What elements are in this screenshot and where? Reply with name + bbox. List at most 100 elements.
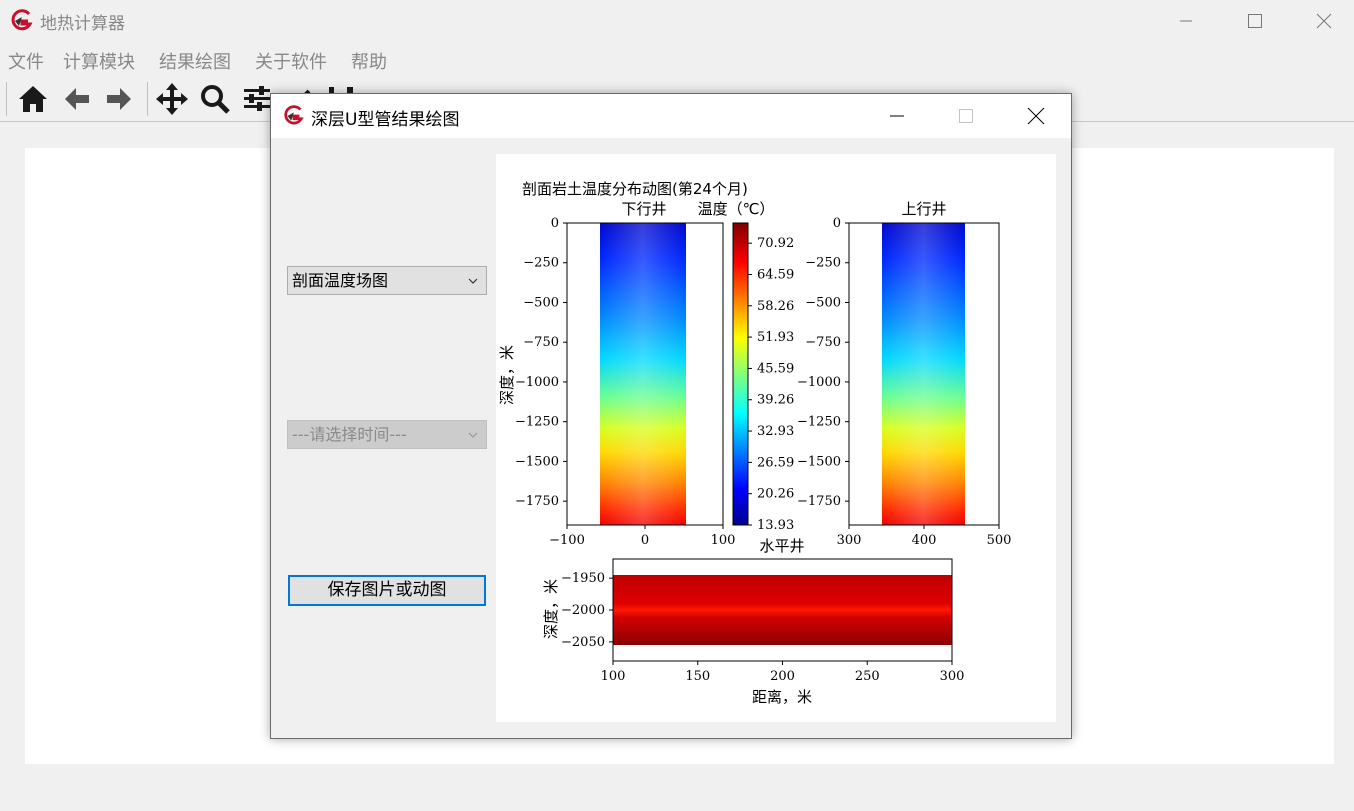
chevron-down-icon [468, 278, 478, 284]
horizontal-well-heatmap [613, 575, 952, 645]
upwell-ytick-label: −500 [805, 295, 841, 310]
downwell-ytick-label: −750 [523, 335, 559, 350]
dialog-maximize-button[interactable] [932, 94, 1000, 138]
downwell-xtick-label: 100 [711, 533, 736, 548]
plot-type-value: 剖面温度场图 [292, 271, 389, 290]
close-icon [1316, 13, 1332, 29]
minimize-icon [890, 115, 904, 117]
horizontal-well-ytick-label: −2000 [561, 603, 605, 618]
horizontal-well-xtick-label: 300 [940, 669, 965, 684]
app-logo-icon [11, 9, 33, 31]
downwell-ytick-label: −250 [523, 256, 559, 271]
menu-plot[interactable]: 结果绘图 [159, 52, 231, 73]
upwell-title: 上行井 [901, 200, 946, 218]
dialog-titlebar: 深层U型管结果绘图 [271, 94, 1071, 138]
downwell-ytick-label: −1250 [515, 415, 559, 430]
horizontal-well-xtick-label: 200 [770, 669, 795, 684]
plot-panel: 剖面岩土温度分布动图(第24个月) 下行井 温度（℃） 上行井 水平井 0 −25… [496, 154, 1056, 722]
time-select[interactable]: ---请选择时间--- [287, 420, 487, 449]
colorbar-tick-label: 58.26 [757, 299, 794, 314]
upwell-x-ticks: 300 400 500 [837, 525, 1012, 548]
configure-subplots-icon [244, 86, 270, 111]
chart-suptitle: 剖面岩土温度分布动图(第24个月) [522, 180, 748, 198]
home-button[interactable] [14, 80, 52, 118]
downwell-y-ticks: 0 −250 −500 −750 −1000 −1250 −1500 −1750 [515, 216, 567, 509]
horizontal-well-xtick-label: 150 [685, 669, 710, 684]
horizontal-well-x-ticks: 100 150 200 250 300 [601, 661, 965, 684]
downwell-ytick-label: −1500 [515, 454, 559, 469]
toolbar-separator [6, 82, 7, 116]
downwell-title: 下行井 [621, 200, 666, 218]
colorbar-tick-label: 51.93 [757, 330, 794, 345]
upwell-ytick-label: −1250 [797, 415, 841, 430]
menu-file[interactable]: 文件 [8, 52, 44, 73]
horizontal-well-y-ticks: −1950 −2000 −2050 [561, 571, 613, 650]
pan-icon [156, 83, 188, 115]
time-select-placeholder: ---请选择时间--- [292, 425, 407, 444]
forward-button[interactable] [100, 80, 138, 118]
zoom-button[interactable] [196, 80, 234, 118]
maximize-icon [1248, 14, 1262, 28]
menu-about[interactable]: 关于软件 [255, 52, 327, 73]
downwell-xtick-label: 0 [641, 533, 649, 548]
plot-dialog: 深层U型管结果绘图 剖面温度场图 ---请选择时间--- 保存图片或动图 [270, 93, 1072, 739]
maximize-button[interactable] [1225, 0, 1285, 42]
colorbar-tick-label: 32.93 [757, 424, 794, 439]
horizontal-well-y-label: 深度，米 [542, 579, 560, 639]
maximize-icon [959, 109, 973, 123]
configure-subplots-button[interactable] [238, 80, 276, 118]
horizontal-well-ytick-label: −2050 [561, 635, 605, 650]
colorbar-tick-label: 13.93 [757, 518, 794, 533]
main-titlebar: 地热计算器 [0, 0, 1354, 42]
upwell-ytick-label: −1750 [797, 494, 841, 509]
downwell-ytick-label: −1750 [515, 494, 559, 509]
horizontal-well-ytick-label: −1950 [561, 571, 605, 586]
menu-compute[interactable]: 计算模块 [63, 52, 135, 73]
downwell-ytick-label: 0 [551, 216, 559, 231]
upwell-ytick-label: −1500 [797, 454, 841, 469]
downwell-xtick-label: −100 [549, 533, 585, 548]
upwell-ytick-label: −250 [805, 256, 841, 271]
chevron-down-icon [468, 432, 478, 438]
figure-canvas: 剖面岩土温度分布动图(第24个月) 下行井 温度（℃） 上行井 水平井 0 −25… [498, 180, 1012, 706]
colorbar [732, 222, 749, 526]
home-icon [19, 86, 47, 112]
colorbar-title: 温度（℃） [698, 200, 775, 218]
menu-help[interactable]: 帮助 [351, 52, 387, 73]
downwell-ytick-label: −1000 [515, 375, 559, 390]
save-figure-or-animation-button[interactable]: 保存图片或动图 [288, 575, 486, 606]
horizontal-well-xtick-label: 100 [601, 669, 626, 684]
colorbar-ticks: 70.92 64.59 58.26 51.93 45.59 39.26 32.93 26.59… [748, 236, 794, 533]
back-button[interactable] [58, 80, 96, 118]
downwell-heatmap-center-band [600, 223, 686, 525]
upwell-heatmap-center-band [882, 223, 965, 525]
close-button[interactable] [1294, 0, 1354, 42]
dialog-minimize-button[interactable] [863, 94, 931, 138]
menubar: 文件 计算模块 结果绘图 关于软件 帮助 [0, 42, 1354, 76]
upwell-xtick-label: 500 [987, 533, 1012, 548]
toolbar-separator [147, 82, 148, 116]
back-arrow-icon [65, 88, 89, 110]
colorbar-tick-label: 45.59 [757, 361, 794, 376]
downwell-x-ticks: −100 0 100 [549, 525, 735, 548]
downwell-ytick-label: −500 [523, 295, 559, 310]
dialog-title: 深层U型管结果绘图 [311, 110, 460, 130]
upwell-ytick-label: 0 [833, 216, 841, 231]
downwell-y-label: 深度，米 [498, 345, 516, 405]
dialog-close-button[interactable] [1002, 94, 1070, 138]
dialog-logo-icon [284, 105, 304, 125]
minimize-button[interactable] [1156, 0, 1216, 42]
horizontal-well-xtick-label: 250 [855, 669, 880, 684]
plot-type-select[interactable]: 剖面温度场图 [287, 266, 487, 295]
pan-button[interactable] [153, 80, 191, 118]
horizontal-well-x-label: 距离，米 [752, 688, 812, 706]
horizontal-well-title: 水平井 [759, 537, 804, 555]
colorbar-tick-label: 26.59 [757, 455, 794, 470]
close-icon [1027, 107, 1045, 125]
forward-arrow-icon [107, 88, 131, 110]
app-title: 地热计算器 [40, 14, 125, 34]
upwell-y-ticks: 0 −250 −500 −750 −1000 −1250 −1500 −1750 [797, 216, 849, 509]
upwell-xtick-label: 400 [912, 533, 937, 548]
upwell-ytick-label: −750 [805, 335, 841, 350]
colorbar-tick-label: 39.26 [757, 393, 794, 408]
